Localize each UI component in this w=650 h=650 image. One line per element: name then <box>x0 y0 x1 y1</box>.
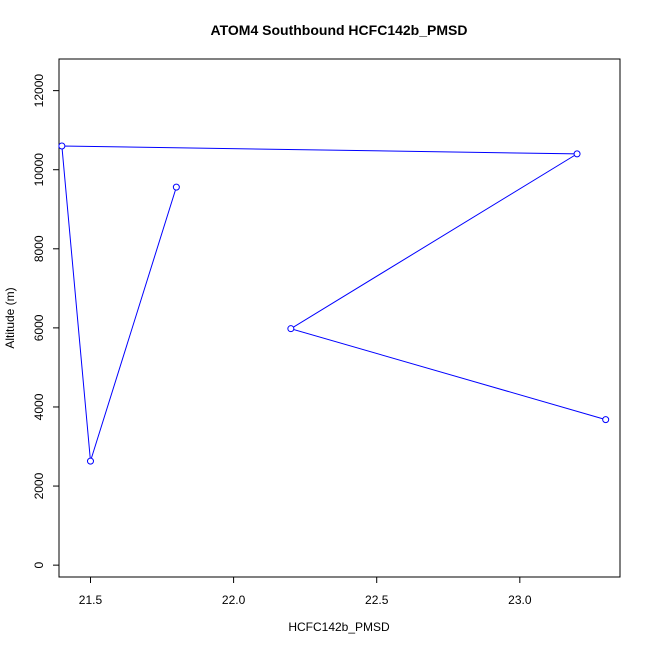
y-tick-label: 6000 <box>32 314 46 341</box>
y-tick-label: 12000 <box>32 74 46 108</box>
y-axis: 0 2000 4000 6000 8000 10000 12000 <box>32 74 60 568</box>
data-point <box>86 457 94 465</box>
series-layer <box>58 142 610 465</box>
x-tick-label: 22.0 <box>222 593 246 607</box>
x-axis-label: HCFC142b_PMSD <box>288 620 390 634</box>
y-tick-label: 10000 <box>32 153 46 187</box>
y-tick-label: 4000 <box>32 393 46 420</box>
y-tick-label: 2000 <box>32 472 46 499</box>
data-point <box>287 325 295 333</box>
data-point <box>602 416 610 424</box>
series-line <box>61 145 606 462</box>
y-tick-label: 8000 <box>32 235 46 262</box>
x-axis: 21.5 22.0 22.5 23.0 <box>79 576 532 607</box>
data-point <box>573 150 581 158</box>
y-tick-label: 0 <box>32 561 46 568</box>
data-point <box>58 142 66 150</box>
x-tick-label: 21.5 <box>79 593 103 607</box>
x-tick-label: 22.5 <box>365 593 389 607</box>
data-point <box>172 183 180 191</box>
y-axis-label: Altitude (m) <box>3 287 17 348</box>
chart-title: ATOM4 Southbound HCFC142b_PMSD <box>211 22 468 38</box>
x-tick-label: 23.0 <box>508 593 532 607</box>
plot-frame <box>58 58 621 578</box>
